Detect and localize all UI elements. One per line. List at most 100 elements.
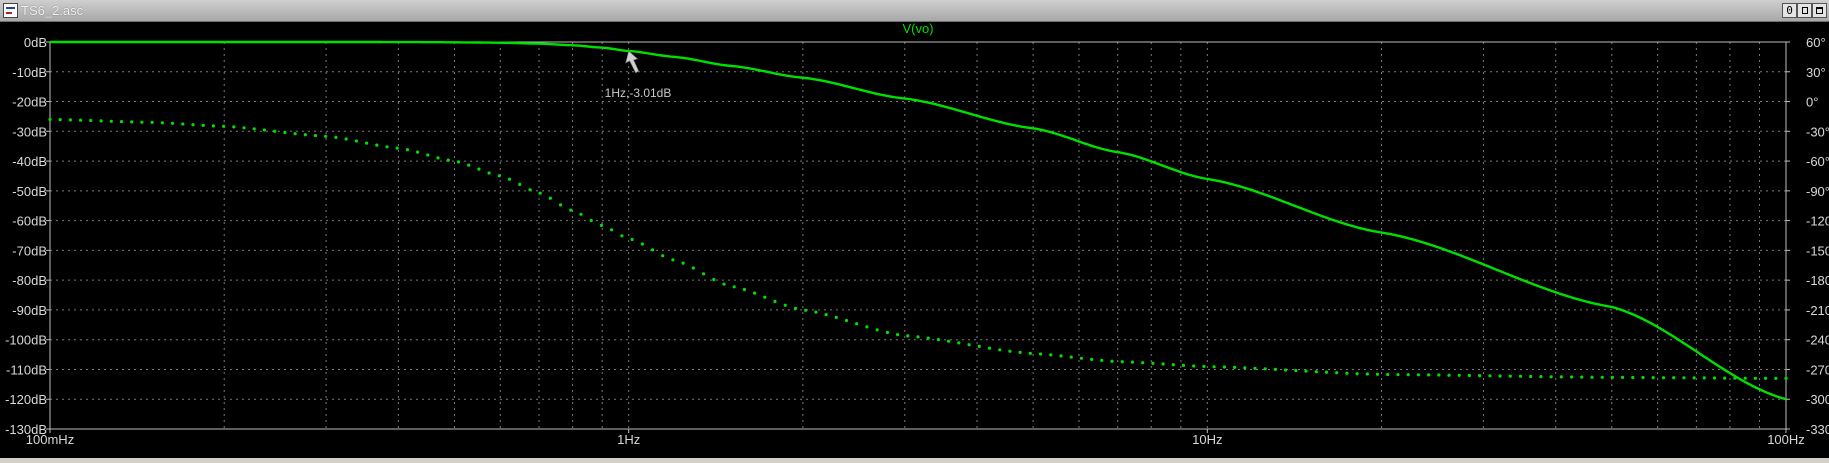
- phase-trace-point: [538, 191, 542, 195]
- cursor-annotation[interactable]: 1Hz,-3.01dB: [605, 50, 672, 100]
- phase-trace-point: [1294, 368, 1298, 373]
- phase-trace-point: [1171, 363, 1175, 367]
- phase-trace-point: [589, 218, 593, 223]
- phase-trace-point: [936, 338, 941, 342]
- phase-trace-point: [1161, 362, 1165, 366]
- phase-trace-point: [1100, 358, 1104, 362]
- phase-trace-point: [732, 285, 736, 289]
- phase-trace-point: [79, 118, 83, 122]
- right-tick-label: 60°: [1806, 35, 1826, 50]
- phase-trace-point: [222, 124, 226, 128]
- phase-trace-point: [783, 303, 787, 307]
- phase-trace-point: [1661, 376, 1666, 380]
- phase-trace-point: [1610, 375, 1614, 379]
- phase-trace-point: [191, 123, 195, 127]
- phase-trace-point: [160, 121, 164, 125]
- left-tick-label: -20dB: [12, 95, 47, 110]
- phase-trace-point: [1314, 370, 1318, 374]
- phase-trace-point: [1549, 375, 1553, 379]
- title-bar[interactable]: TS6_2.asc 0: [0, 0, 1829, 22]
- phase-trace-point: [1641, 375, 1645, 380]
- phase-trace-point: [559, 203, 563, 207]
- phase-trace-point: [1304, 369, 1308, 373]
- left-tick-label: -50dB: [12, 184, 47, 199]
- x-tick-label: 100Hz: [1767, 432, 1805, 447]
- x-tick-label: 1Hz: [617, 432, 640, 447]
- phase-trace-point: [232, 125, 236, 129]
- left-tick-label: -10dB: [12, 65, 47, 80]
- phase-trace-point: [569, 208, 573, 212]
- phase-trace-point: [620, 234, 624, 238]
- phase-trace-point: [804, 308, 808, 312]
- left-tick-label: -120dB: [5, 392, 47, 407]
- phase-trace-point: [824, 313, 828, 317]
- phase-trace-point: [702, 272, 706, 276]
- phase-trace-point: [1406, 373, 1410, 377]
- phase-trace-point: [722, 282, 726, 286]
- left-tick-label: -100dB: [5, 333, 47, 348]
- phase-trace-point: [467, 163, 471, 167]
- restore-button[interactable]: [1797, 3, 1812, 18]
- close-button[interactable]: [1812, 3, 1827, 18]
- phase-trace-point: [1141, 361, 1145, 365]
- phase-trace-point: [579, 212, 583, 216]
- phase-trace-point: [385, 145, 389, 149]
- phase-trace-point: [1570, 375, 1574, 379]
- phase-trace-point: [1712, 376, 1717, 380]
- right-tick-label: -30°: [1806, 124, 1829, 139]
- phase-trace-point: [477, 167, 481, 171]
- phase-trace-point: [201, 123, 205, 127]
- phase-trace-point: [487, 171, 491, 175]
- phase-trace-point: [109, 119, 113, 123]
- trace-title[interactable]: V(vo): [902, 21, 933, 36]
- phase-trace-point: [99, 119, 103, 123]
- right-tick-label: -300°: [1806, 392, 1829, 407]
- right-tick-label: -240°: [1806, 333, 1829, 348]
- phase-trace-point: [1518, 374, 1523, 378]
- plot-border: [49, 41, 1787, 430]
- plot-pane[interactable]: V(vo) 0dB -10dB -20dB -30dB -40dB -50dB -60dB -…: [0, 21, 1829, 458]
- phase-trace-point: [518, 182, 522, 186]
- phase-trace-point: [211, 124, 215, 128]
- phase-trace-point: [1600, 375, 1604, 379]
- grid: [49, 41, 1786, 430]
- phase-trace-point: [1682, 376, 1686, 380]
- phase-trace-point: [1529, 374, 1533, 379]
- phase-trace-point: [548, 196, 553, 200]
- phase-trace-point: [1059, 354, 1063, 358]
- x-axis-ticks: 100mHz 1Hz 10Hz 100Hz: [26, 429, 1805, 447]
- phase-trace-point: [1580, 375, 1584, 379]
- phase-trace-point: [865, 325, 869, 329]
- phase-trace-point: [1386, 372, 1390, 377]
- phase-trace-point: [855, 322, 859, 326]
- phase-trace-point: [814, 310, 818, 314]
- cursor-label: 1Hz,-3.01dB: [605, 86, 672, 100]
- phase-trace-point: [773, 299, 777, 303]
- phase-trace-point: [1079, 356, 1083, 360]
- phase-trace-point: [130, 120, 134, 124]
- phase-trace-point: [150, 120, 154, 124]
- phase-trace-point: [987, 346, 992, 350]
- phase-trace-point: [1151, 361, 1155, 365]
- minimize-button[interactable]: 0: [1782, 3, 1797, 18]
- phase-trace-point: [1743, 376, 1747, 380]
- phase-trace-point: [1233, 365, 1237, 369]
- phase-trace-point: [1702, 376, 1706, 380]
- phase-trace-point: [1069, 355, 1073, 359]
- phase-trace-point: [1692, 376, 1696, 380]
- phase-trace-point: [671, 258, 675, 262]
- phase-trace-point: [1375, 372, 1380, 376]
- phase-trace-point: [1733, 376, 1737, 380]
- phase-trace-point: [844, 318, 849, 323]
- phase-trace-point: [354, 139, 358, 143]
- phase-trace-point: [926, 336, 930, 340]
- phase-trace-point: [1355, 372, 1359, 376]
- phase-trace-point: [48, 117, 52, 121]
- phase-trace-point: [977, 344, 981, 348]
- bode-plot[interactable]: V(vo) 0dB -10dB -20dB -30dB -40dB -50dB -60dB -…: [0, 21, 1829, 458]
- phase-trace-point: [395, 146, 399, 150]
- phase-trace-point: [344, 137, 348, 141]
- phase-trace-point: [630, 237, 634, 242]
- right-tick-label: -120°: [1806, 214, 1829, 229]
- plot-background: [0, 22, 1829, 458]
